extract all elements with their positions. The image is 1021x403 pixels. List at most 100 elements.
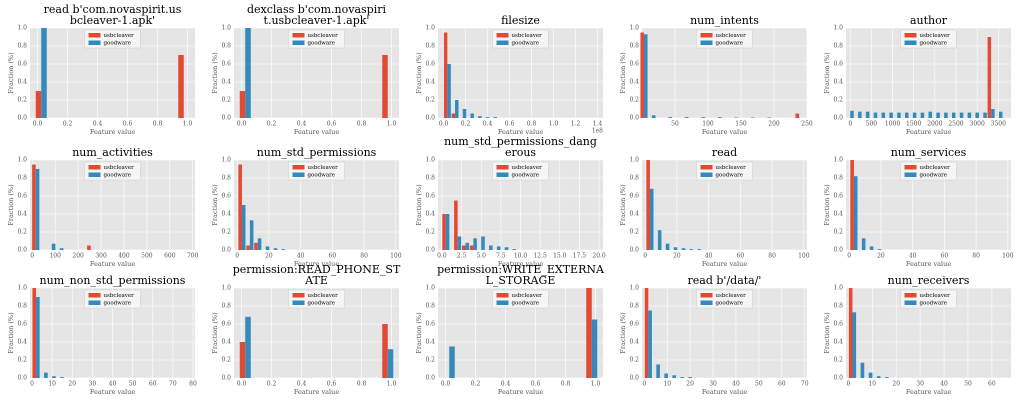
chart-title: num_std_permissions bbox=[257, 146, 377, 159]
x-tick-label: 0.6 bbox=[505, 121, 515, 128]
y-tick-label: 0.8 bbox=[17, 43, 27, 50]
y-tick-label: 1.0 bbox=[221, 157, 231, 164]
x-tick-label: 20 bbox=[877, 253, 885, 260]
y-axis-label: Fraction (%) bbox=[211, 184, 219, 226]
y-tick-label: 0.6 bbox=[833, 61, 843, 68]
y-tick-label: 0.0 bbox=[629, 375, 639, 382]
y-axis-label: Fraction (%) bbox=[211, 312, 219, 354]
legend-swatch bbox=[88, 40, 101, 45]
bar bbox=[51, 243, 56, 250]
chart-title: permission:WRITE_EXTERNA bbox=[437, 263, 605, 276]
bar bbox=[873, 112, 878, 118]
bar bbox=[447, 64, 451, 118]
bar bbox=[257, 238, 262, 250]
x-tick-label: 0.0 bbox=[237, 381, 247, 388]
bar bbox=[884, 377, 889, 378]
legend-label: usbcleaver bbox=[308, 293, 339, 299]
y-tick-label: 0.0 bbox=[17, 247, 27, 254]
bar bbox=[795, 113, 800, 118]
x-axis-label: Feature value bbox=[90, 388, 136, 396]
x-tick-label: 40 bbox=[940, 381, 948, 388]
x-tick-label: 50 bbox=[671, 121, 679, 128]
bar bbox=[241, 205, 246, 250]
y-tick-label: 0.8 bbox=[221, 43, 231, 50]
bar bbox=[36, 297, 40, 378]
x-tick-label: 50 bbox=[755, 381, 763, 388]
y-axis-label: Fraction (%) bbox=[415, 312, 423, 354]
legend-label: goodware bbox=[104, 41, 132, 47]
bar bbox=[273, 248, 278, 250]
bar bbox=[681, 248, 686, 250]
x-tick-label: 0.0 bbox=[441, 381, 451, 388]
x-tick-label: 20 bbox=[673, 253, 681, 260]
y-axis-label: Fraction (%) bbox=[823, 312, 831, 354]
y-tick-label: 0.8 bbox=[629, 43, 639, 50]
x-tick-label: 2.5 bbox=[457, 253, 467, 260]
bar bbox=[665, 243, 670, 250]
y-tick-label: 0.0 bbox=[425, 375, 435, 382]
legend-swatch bbox=[88, 165, 101, 170]
bar bbox=[465, 242, 470, 250]
y-tick-label: 0.0 bbox=[425, 115, 435, 122]
y-tick-label: 0.6 bbox=[17, 193, 27, 200]
y-tick-label: 0.4 bbox=[629, 79, 639, 86]
chart-title: erous bbox=[505, 146, 536, 159]
x-tick-label: 0.6 bbox=[327, 121, 337, 128]
x-tick-label: 40 bbox=[297, 253, 305, 260]
y-tick-label: 1.0 bbox=[17, 157, 27, 164]
legend-swatch bbox=[292, 172, 305, 177]
bar bbox=[238, 164, 242, 250]
bar bbox=[646, 160, 650, 250]
bar bbox=[644, 288, 649, 378]
x-tick-label: 0.0 bbox=[237, 121, 247, 128]
legend-swatch bbox=[88, 172, 101, 177]
y-axis-label: Fraction (%) bbox=[619, 312, 627, 354]
x-tick-label: 70 bbox=[169, 381, 177, 388]
x-tick-label: 60 bbox=[737, 253, 745, 260]
y-tick-label: 0.6 bbox=[629, 61, 639, 68]
bar bbox=[944, 112, 948, 118]
y-tick-label: 0.4 bbox=[833, 79, 843, 86]
y-tick-label: 0.4 bbox=[629, 339, 639, 346]
x-tick-label: 1000 bbox=[885, 121, 900, 128]
y-tick-label: 0.6 bbox=[425, 61, 435, 68]
legend-label: goodware bbox=[104, 173, 132, 179]
y-tick-label: 0.0 bbox=[833, 115, 843, 122]
bar bbox=[975, 112, 979, 118]
x-axis-label: Feature value bbox=[498, 260, 544, 268]
legend-label: goodware bbox=[104, 301, 132, 307]
legend-label: usbcleaver bbox=[920, 33, 951, 39]
legend-swatch bbox=[88, 300, 101, 305]
x-tick-label: 1.0 bbox=[183, 121, 193, 128]
x-tick-label: 0 bbox=[30, 381, 34, 388]
bar bbox=[52, 376, 56, 378]
y-tick-label: 0.2 bbox=[629, 229, 639, 236]
bar bbox=[656, 364, 660, 378]
x-tick-label: 0.0 bbox=[437, 253, 447, 260]
chart-title: num_std_permissions_dang bbox=[444, 135, 597, 148]
y-axis-label: Fraction (%) bbox=[415, 184, 423, 226]
bar bbox=[717, 117, 722, 118]
y-tick-label: 0.4 bbox=[629, 211, 639, 218]
x-tick-label: 0 bbox=[846, 381, 850, 388]
bar bbox=[861, 238, 866, 250]
legend-swatch bbox=[496, 33, 509, 38]
x-tick-label: 100 bbox=[1002, 253, 1014, 260]
x-tick-label: 200 bbox=[768, 121, 780, 128]
y-tick-label: 0.4 bbox=[221, 211, 231, 218]
x-tick-label: 150 bbox=[735, 121, 747, 128]
y-tick-label: 1.0 bbox=[833, 157, 843, 164]
x-tick-label: 20.0 bbox=[592, 253, 606, 260]
bar bbox=[469, 245, 474, 250]
x-tick-label: 0.2 bbox=[267, 121, 277, 128]
x-tick-label: 100 bbox=[49, 253, 61, 260]
x-tick-label: 0 bbox=[848, 121, 852, 128]
bar bbox=[876, 376, 881, 378]
x-axis-label: Feature value bbox=[90, 260, 136, 268]
x-axis-label: Feature value bbox=[294, 388, 340, 396]
y-tick-label: 0.6 bbox=[221, 61, 231, 68]
legend-label: goodware bbox=[920, 173, 948, 179]
bar bbox=[649, 188, 654, 250]
y-tick-label: 0.0 bbox=[833, 247, 843, 254]
chart-title: permission:READ_PHONE_ST bbox=[233, 263, 401, 276]
